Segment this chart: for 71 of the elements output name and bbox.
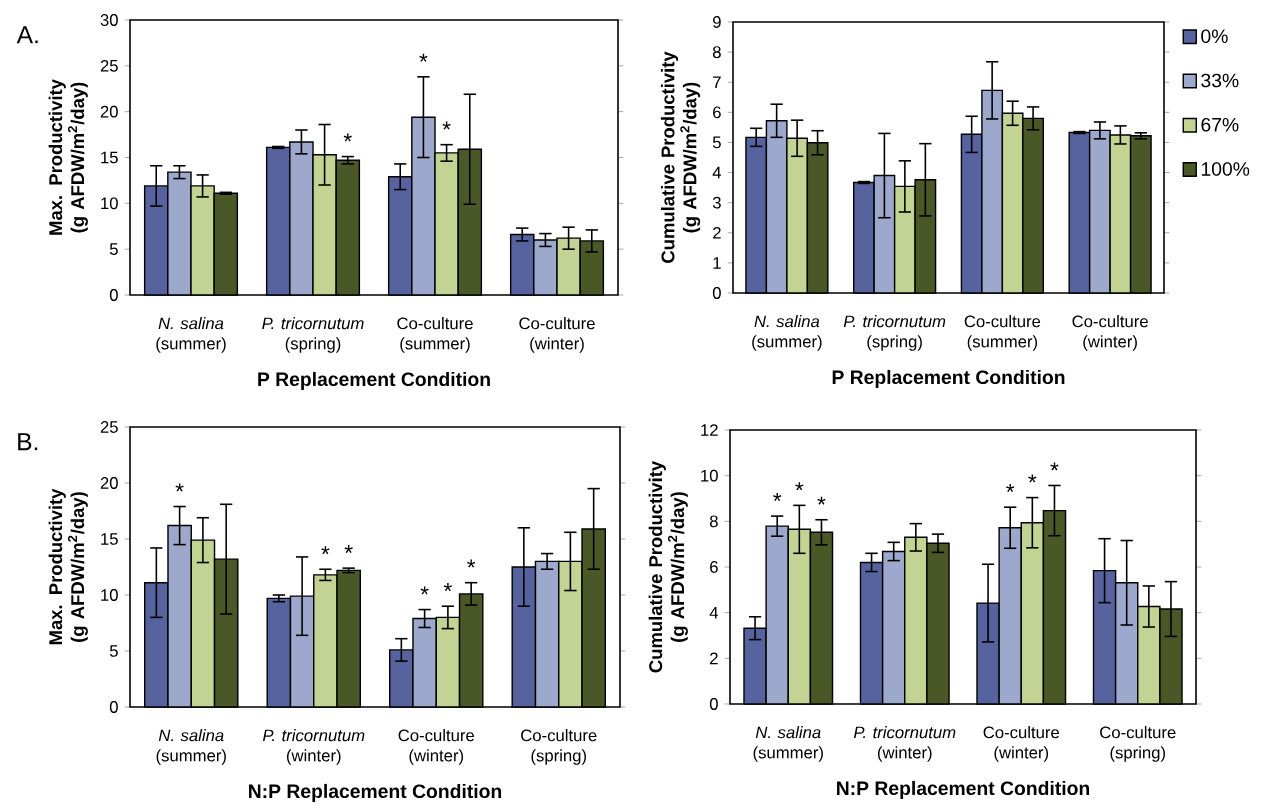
x-tick-label: Co-culture (winter): [519, 317, 595, 353]
y-tick-label: 6: [713, 106, 721, 119]
y-tick-label: 7: [713, 76, 721, 89]
y-tick-label: 12: [701, 424, 718, 436]
data-label: *: [344, 545, 353, 554]
data-label: *: [420, 586, 429, 595]
y-tick-label: 15: [101, 151, 118, 164]
data-label: *: [442, 121, 451, 130]
y-tick-label: 5: [109, 645, 118, 657]
x-axis-title: N:P Replacement Condition: [837, 781, 1090, 799]
data-label: *: [343, 133, 352, 142]
x-tick-label: N. salina (summer): [753, 726, 823, 762]
x-tick-label: Co-culture (summer): [397, 317, 473, 353]
text: A.: [16, 26, 38, 44]
data-label: *: [1006, 484, 1015, 493]
data-label: *: [419, 53, 428, 62]
data-label: *: [795, 482, 804, 491]
y-tick-label: 4: [709, 607, 719, 619]
legend-label: 67%: [1201, 118, 1239, 132]
legend-label: 33%: [1201, 73, 1239, 88]
y-tick-label: 10: [701, 469, 718, 482]
legend-label: 100%: [1201, 162, 1250, 176]
y-tick-label: 0: [109, 701, 118, 714]
y-tick-label: 2: [713, 227, 721, 239]
text: B.: [18, 433, 38, 451]
data-label: *: [817, 496, 826, 505]
x-tick-label: Co-culture (summer): [964, 315, 1041, 351]
x-tick-label: P. tricornutum (winter): [262, 729, 365, 765]
data-label: *: [443, 583, 452, 592]
data-label: *: [467, 559, 476, 568]
y-tick-label: 5: [109, 243, 118, 256]
x-tick-label: P. tricornutum (winter): [853, 726, 956, 762]
data-label: *: [1028, 474, 1037, 483]
y-tick-label: 3: [712, 196, 721, 209]
x-tick-label: N. salina (summer): [156, 317, 226, 353]
y-tick-label: 5: [712, 136, 721, 149]
x-tick-label: Co-culture (winter): [1072, 315, 1148, 351]
data-label: *: [773, 493, 782, 502]
y-tick-label: 25: [100, 60, 118, 72]
y-tick-label: 25: [100, 421, 118, 434]
y-tick-label: 30: [100, 14, 118, 27]
y-tick-label: 0: [712, 287, 721, 300]
y-tick-label: 4: [712, 166, 722, 179]
y-tick-label: 8: [709, 515, 718, 528]
x-tick-label: N. salina (summer): [156, 729, 226, 765]
x-axis-title: P Replacement Condition: [258, 372, 490, 390]
x-tick-label: Co-culture (spring): [521, 729, 597, 765]
x-tick-label: P. tricornutum (spring): [843, 315, 946, 351]
y-tick-label: 20: [100, 105, 118, 118]
y-tick-label: 15: [101, 533, 118, 545]
y-tick-label: 6: [710, 561, 718, 574]
y-tick-label: 10: [101, 589, 118, 602]
y-tick-label: 0: [709, 698, 718, 711]
legend-label: 0%: [1201, 29, 1228, 44]
data-label: *: [175, 483, 184, 492]
x-tick-label: P. tricornutum (spring): [262, 317, 364, 353]
x-axis-title: P Replacement Condition: [832, 370, 1065, 388]
x-axis-title: N:P Replacement Condition: [249, 784, 502, 802]
y-tick-label: 2: [710, 652, 718, 665]
y-tick-label: 10: [101, 197, 118, 210]
y-tick-label: 0: [109, 289, 118, 302]
y-tick-label: 1: [713, 257, 721, 269]
y-tick-label: 9: [713, 16, 721, 29]
y-tick-label: 8: [712, 46, 721, 59]
x-tick-label: N. salina (summer): [752, 315, 822, 351]
x-tick-label: Co-culture (winter): [983, 726, 1060, 762]
x-tick-label: Co-culture (winter): [398, 729, 475, 765]
y-tick-label: 20: [100, 477, 118, 490]
data-label: *: [1050, 462, 1059, 471]
data-label: *: [321, 546, 330, 555]
x-tick-label: Co-culture (spring): [1100, 726, 1176, 762]
